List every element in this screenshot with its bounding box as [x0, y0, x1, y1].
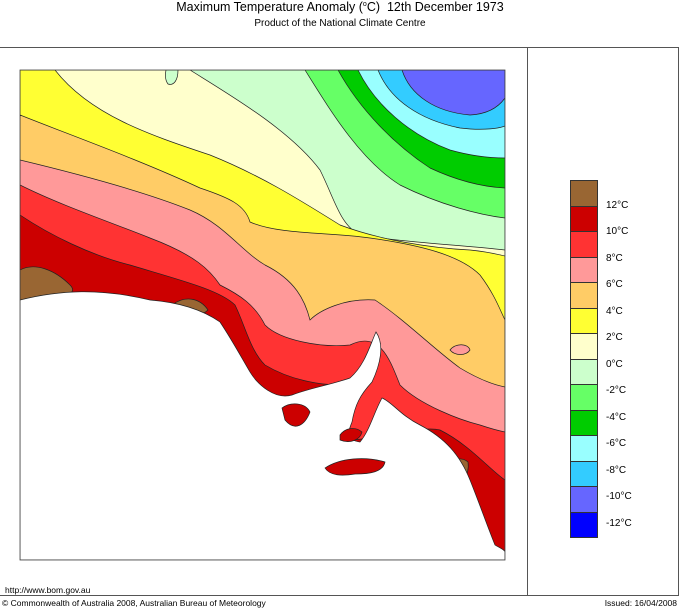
- title-text: Maximum Temperature Anomaly (: [176, 0, 363, 14]
- legend-swatch: [570, 333, 598, 360]
- map-frame: [0, 47, 679, 596]
- legend-swatch: [570, 231, 598, 258]
- legend-swatch: [570, 358, 598, 385]
- band-above-12-north-islet: [165, 70, 179, 85]
- legend-swatch: [570, 307, 598, 334]
- legend-label: -2°C: [606, 385, 627, 396]
- band-minus12-minus10: [401, 70, 505, 116]
- legend-swatch: [570, 409, 598, 436]
- legend-label: 6°C: [606, 279, 623, 290]
- legend-label: 8°C: [606, 252, 623, 264]
- legend-label: 12°C: [606, 199, 629, 211]
- legend-label: -10°C: [606, 491, 632, 502]
- legend-swatch: [570, 460, 598, 487]
- copyright-text: © Commonwealth of Australia 2008, Austra…: [2, 598, 266, 608]
- title-degree: o: [362, 0, 367, 8]
- legend-label: -8°C: [606, 464, 627, 476]
- legend-swatch: [570, 205, 598, 232]
- legend-label: 4°C: [606, 305, 623, 317]
- legend-swatch: [570, 511, 598, 538]
- issued-date: Issued: 16/04/2008: [604, 598, 677, 608]
- legend-label: -12°C: [606, 517, 632, 529]
- legend-label: 10°C: [606, 226, 629, 237]
- legend-divider: [527, 47, 528, 596]
- band-6-8-islet: [449, 344, 471, 355]
- website-url[interactable]: http://www.bom.gov.au: [5, 585, 91, 595]
- map-title: Maximum Temperature Anomaly (oC) 12th De…: [0, 0, 680, 14]
- legend-swatch: [570, 435, 598, 462]
- legend-label: -6°C: [606, 438, 627, 449]
- title-date: 12th December 1973: [386, 0, 504, 14]
- legend-swatch: [570, 384, 598, 411]
- map-border: [19, 69, 506, 561]
- title-unit: C): [366, 0, 381, 14]
- map-subtitle: Product of the National Climate Centre: [254, 18, 426, 29]
- legend-label: -4°C: [606, 411, 627, 423]
- kangaroo-island: [324, 458, 386, 476]
- legend-label: 0°C: [606, 358, 623, 370]
- legend-swatch: [570, 256, 598, 283]
- sea: [20, 291, 505, 560]
- yorke-tip: [339, 428, 363, 442]
- eyre-south-tip: [281, 403, 311, 427]
- legend-label: 2°C: [606, 332, 623, 343]
- color-legend: 12°C 10°C 8°C 6°C 4°C 2°C 0°C -2°C -4°C -6°C -8°C -…: [570, 180, 632, 538]
- legend-swatch: [570, 180, 598, 207]
- legend-swatch: [570, 282, 598, 309]
- legend-swatch: [570, 486, 598, 513]
